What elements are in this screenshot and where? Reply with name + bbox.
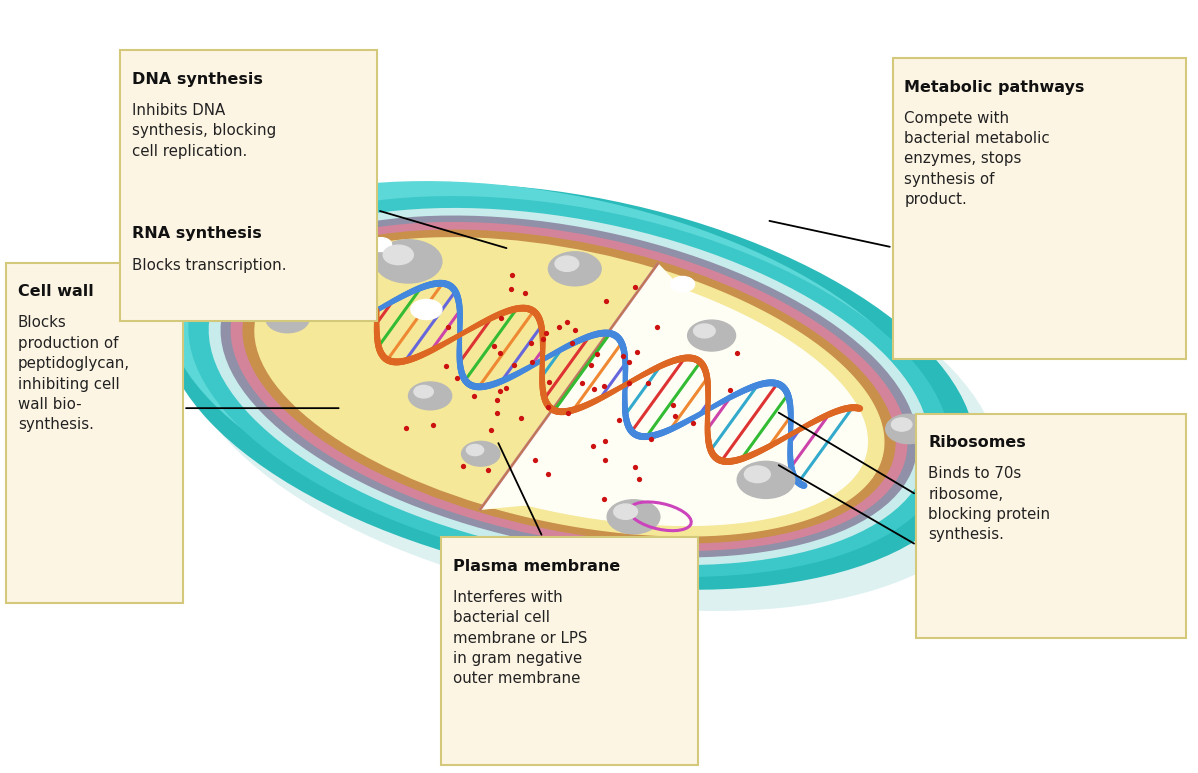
Ellipse shape <box>242 230 896 543</box>
Circle shape <box>466 444 484 455</box>
Circle shape <box>415 386 434 398</box>
Text: Compete with
bacterial metabolic
enzymes, stops
synthesis of
product.: Compete with bacterial metabolic enzymes… <box>904 111 1051 207</box>
Text: Cell wall: Cell wall <box>18 284 93 299</box>
Circle shape <box>694 324 715 338</box>
Circle shape <box>375 240 442 283</box>
Ellipse shape <box>220 216 918 557</box>
Circle shape <box>737 461 794 499</box>
Circle shape <box>671 277 695 292</box>
Text: Ribosomes: Ribosomes <box>928 435 1027 450</box>
Circle shape <box>555 256 579 271</box>
Text: Interferes with
bacterial cell
membrane or LPS
in gram negative
outer membrane: Interferes with bacterial cell membrane … <box>453 590 587 686</box>
Text: Binds to 70s
ribosome,
blocking protein
synthesis.: Binds to 70s ribosome, blocking protein … <box>928 466 1051 543</box>
FancyBboxPatch shape <box>6 263 183 603</box>
Circle shape <box>744 466 770 482</box>
Ellipse shape <box>181 201 1000 611</box>
Text: Inhibits DNA
synthesis, blocking
cell replication.: Inhibits DNA synthesis, blocking cell re… <box>132 103 276 158</box>
Text: DNA synthesis: DNA synthesis <box>132 72 262 87</box>
Circle shape <box>266 305 309 332</box>
Circle shape <box>549 252 601 286</box>
Circle shape <box>411 299 442 319</box>
FancyBboxPatch shape <box>120 50 377 321</box>
Circle shape <box>461 441 500 466</box>
Circle shape <box>688 320 736 351</box>
Text: Metabolic pathways: Metabolic pathways <box>904 80 1085 94</box>
FancyBboxPatch shape <box>916 414 1186 638</box>
FancyBboxPatch shape <box>893 58 1186 359</box>
Circle shape <box>607 500 660 534</box>
Ellipse shape <box>230 222 908 551</box>
Circle shape <box>409 382 452 410</box>
Text: Blocks
production of
peptidoglycan,
inhibiting cell
wall bio-
synthesis.: Blocks production of peptidoglycan, inhi… <box>18 315 131 432</box>
Ellipse shape <box>165 181 937 561</box>
Ellipse shape <box>163 183 975 590</box>
Circle shape <box>891 418 912 431</box>
Text: RNA synthesis: RNA synthesis <box>132 226 261 240</box>
Ellipse shape <box>188 196 950 577</box>
Ellipse shape <box>208 208 930 565</box>
Circle shape <box>383 245 413 264</box>
Text: Plasma membrane: Plasma membrane <box>453 559 621 574</box>
Polygon shape <box>480 264 867 526</box>
Circle shape <box>271 308 291 321</box>
FancyBboxPatch shape <box>441 537 698 765</box>
Text: Blocks transcription.: Blocks transcription. <box>132 258 286 273</box>
Ellipse shape <box>254 237 884 536</box>
Circle shape <box>613 504 637 519</box>
Circle shape <box>370 237 392 251</box>
Circle shape <box>885 414 931 444</box>
Polygon shape <box>480 264 884 536</box>
